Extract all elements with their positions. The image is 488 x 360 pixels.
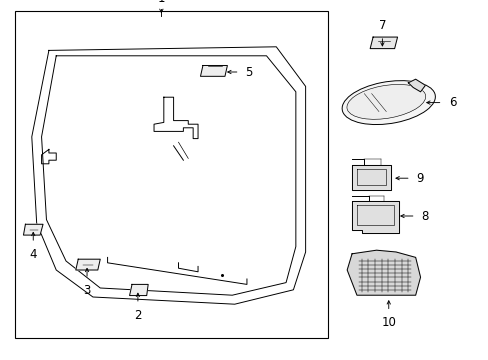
Ellipse shape bbox=[346, 85, 425, 119]
Polygon shape bbox=[129, 284, 148, 296]
Polygon shape bbox=[351, 165, 390, 190]
Text: 3: 3 bbox=[83, 284, 91, 297]
Text: 2: 2 bbox=[134, 309, 142, 321]
Polygon shape bbox=[351, 201, 398, 233]
Bar bbox=[15, 11, 327, 338]
Polygon shape bbox=[23, 224, 43, 235]
Text: 5: 5 bbox=[245, 66, 252, 78]
Polygon shape bbox=[407, 79, 425, 92]
Ellipse shape bbox=[342, 81, 434, 125]
Text: 1: 1 bbox=[157, 0, 165, 5]
Text: 8: 8 bbox=[421, 210, 428, 222]
Polygon shape bbox=[76, 259, 100, 270]
Text: 6: 6 bbox=[448, 96, 455, 109]
Polygon shape bbox=[200, 66, 227, 76]
Text: 10: 10 bbox=[381, 316, 395, 329]
Text: 9: 9 bbox=[416, 172, 423, 185]
Text: 7: 7 bbox=[378, 19, 386, 32]
Polygon shape bbox=[346, 250, 420, 295]
Text: 4: 4 bbox=[29, 248, 37, 261]
Polygon shape bbox=[369, 37, 397, 49]
